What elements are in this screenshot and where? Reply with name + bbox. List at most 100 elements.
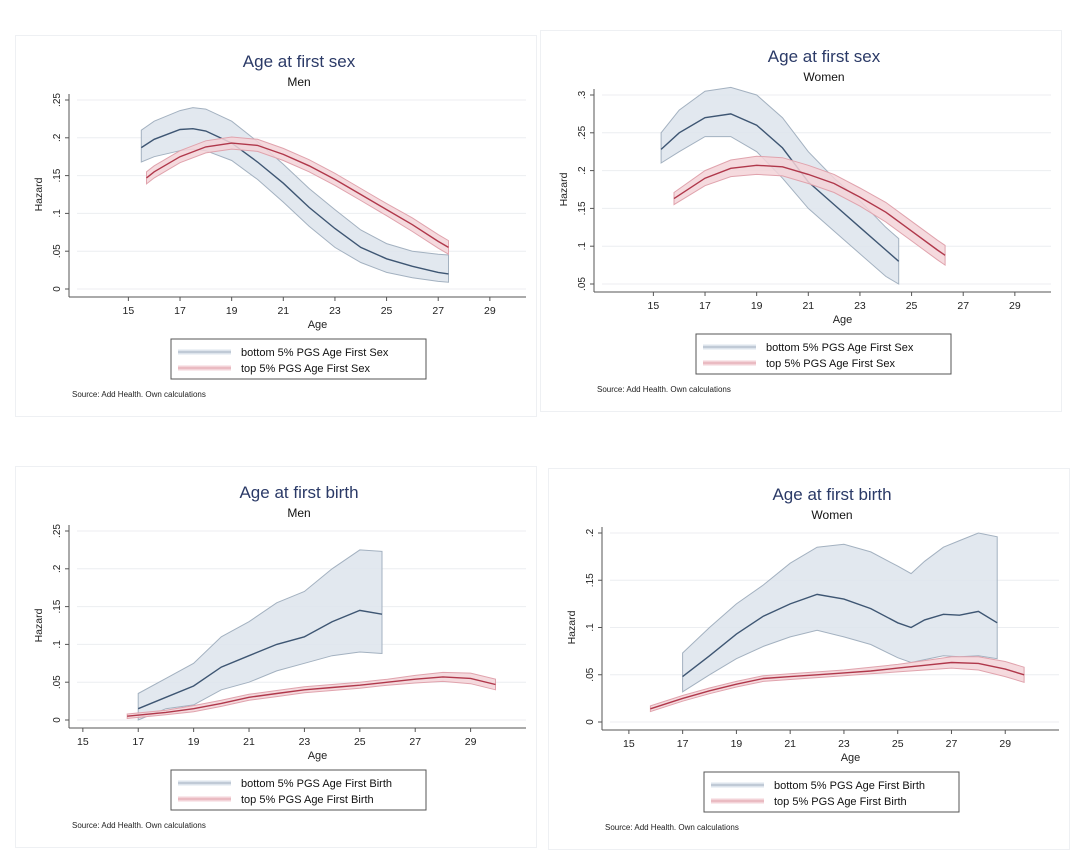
y-tick-label: .15	[52, 599, 63, 613]
y-tick-label: .1	[585, 623, 596, 632]
x-tick-label: 19	[731, 738, 743, 750]
legend-label-top: top 5% PGS Age First Birth	[241, 794, 374, 806]
y-tick-label: .15	[52, 168, 63, 182]
hazard-line-bottom	[140, 127, 449, 275]
x-tick-label: 17	[699, 300, 711, 312]
legend-label-bottom: bottom 5% PGS Age First Sex	[241, 347, 389, 359]
chart-svg: Age at first birth Women 0 .05 .1 .15 .2 15 17 19…	[566, 485, 1059, 832]
legend-box	[170, 338, 427, 380]
chart-title: Age at first sex	[768, 47, 881, 66]
chart-svg: Age at first sex Men 0 .05 .1 .15 .2 .25 15 17 19 2…	[33, 52, 526, 399]
chart-svg: Age at first sex Women .05 .1 .15 .2 .25 .3 15 17…	[558, 47, 1051, 394]
x-tick-label: 17	[677, 738, 689, 750]
x-tick-label: 15	[77, 736, 89, 748]
x-tick-label: 23	[329, 305, 341, 317]
y-tick-label: .15	[577, 201, 588, 215]
x-tick-label: 29	[999, 738, 1011, 750]
hazard-line-top	[650, 661, 1025, 710]
hazard-line-top	[673, 164, 946, 256]
chart-svg: Age at first birth Men 0 .05 .1 .15 .2 .25 15 17 1…	[33, 483, 526, 830]
x-tick-label: 17	[132, 736, 144, 748]
y-tick-label: 0	[52, 717, 63, 723]
x-tick-label: 19	[226, 305, 238, 317]
x-tick-label: 23	[838, 738, 850, 750]
y-axis-label: Hazard	[566, 610, 578, 644]
chart-title: Age at first birth	[772, 485, 891, 504]
x-tick-label: 23	[854, 300, 866, 312]
x-tick-label: 27	[946, 738, 958, 750]
legend-box	[703, 771, 960, 813]
chart-title: Age at first sex	[243, 52, 356, 71]
hazard-line-bottom	[137, 609, 383, 710]
confidence-band-top	[649, 656, 1025, 713]
hazard-line-bottom	[682, 593, 998, 678]
legend: bottom 5% PGS Age First Birth top 5% PGS …	[170, 769, 427, 811]
confidence-band-bottom	[660, 86, 900, 285]
x-tick-label: 21	[243, 736, 255, 748]
source-note: Source: Add Health. Own calculations	[597, 385, 731, 394]
hazard-line-top	[127, 676, 496, 717]
x-tick-label: 15	[648, 300, 660, 312]
y-tick-label: .3	[577, 90, 588, 99]
x-tick-label: 15	[623, 738, 635, 750]
x-tick-label: 21	[277, 305, 289, 317]
x-tick-label: 17	[174, 305, 186, 317]
legend-label-bottom: bottom 5% PGS Age First Birth	[774, 780, 925, 792]
y-tick-label: .05	[52, 675, 63, 689]
y-tick-label: .2	[577, 166, 588, 175]
confidence-band-bottom	[682, 532, 998, 693]
x-tick-label: 25	[892, 738, 904, 750]
x-tick-label: 25	[381, 305, 393, 317]
x-axis-label: Age	[308, 319, 328, 331]
legend: bottom 5% PGS Age First Birth top 5% PGS …	[703, 771, 960, 813]
confidence-band-top	[126, 671, 496, 720]
y-tick-label: .05	[577, 277, 588, 291]
y-tick-label: .15	[585, 573, 596, 587]
panel-age-first-birth-men: Age at first birth Men 0 .05 .1 .15 .2 .25 15 17 1…	[15, 466, 537, 848]
y-tick-label: .2	[52, 133, 63, 142]
legend-label-bottom: bottom 5% PGS Age First Birth	[241, 778, 392, 790]
x-tick-label: 19	[188, 736, 200, 748]
x-tick-label: 25	[906, 300, 918, 312]
y-tick-label: .1	[52, 640, 63, 649]
source-note: Source: Add Health. Own calculations	[72, 821, 206, 830]
legend: bottom 5% PGS Age First Sex top 5% PGS Ag…	[695, 333, 952, 375]
chart-title: Age at first birth	[239, 483, 358, 502]
y-tick-label: .05	[52, 244, 63, 258]
x-axis-label: Age	[833, 314, 853, 326]
y-tick-label: 0	[585, 719, 596, 725]
x-tick-label: 29	[484, 305, 496, 317]
y-tick-label: 0	[52, 286, 63, 292]
x-tick-label: 21	[802, 300, 814, 312]
y-tick-label: .2	[52, 564, 63, 573]
x-tick-label: 29	[1009, 300, 1021, 312]
x-tick-label: 15	[123, 305, 135, 317]
x-tick-label: 29	[465, 736, 477, 748]
y-tick-label: .1	[577, 242, 588, 251]
chart-subtitle: Women	[811, 508, 852, 522]
legend-box	[695, 333, 952, 375]
panel-age-first-birth-women: Age at first birth Women 0 .05 .1 .15 .2 15 17 19…	[548, 468, 1070, 850]
legend-box	[170, 769, 427, 811]
x-tick-label: 27	[409, 736, 421, 748]
y-tick-label: .25	[52, 524, 63, 538]
legend: bottom 5% PGS Age First Sex top 5% PGS Ag…	[170, 338, 427, 380]
panel-age-first-sex-men: Age at first sex Men 0 .05 .1 .15 .2 .25 15 17 19 2…	[15, 35, 537, 417]
x-tick-label: 25	[354, 736, 366, 748]
y-axis-label: Hazard	[558, 172, 570, 206]
y-tick-label: .25	[52, 93, 63, 107]
y-axis-label: Hazard	[33, 177, 45, 211]
confidence-band-bottom	[137, 549, 383, 721]
source-note: Source: Add Health. Own calculations	[72, 390, 206, 399]
chart-subtitle: Men	[287, 506, 310, 520]
x-tick-label: 23	[299, 736, 311, 748]
confidence-band-top	[673, 155, 946, 267]
x-tick-label: 27	[957, 300, 969, 312]
legend-label-top: top 5% PGS Age First Sex	[241, 363, 371, 375]
chart-subtitle: Men	[287, 75, 310, 89]
legend-label-top: top 5% PGS Age First Sex	[766, 358, 896, 370]
chart-subtitle: Women	[803, 70, 844, 84]
x-tick-label: 19	[751, 300, 763, 312]
hazard-line-top	[146, 142, 449, 249]
hazard-line-bottom	[660, 113, 900, 262]
